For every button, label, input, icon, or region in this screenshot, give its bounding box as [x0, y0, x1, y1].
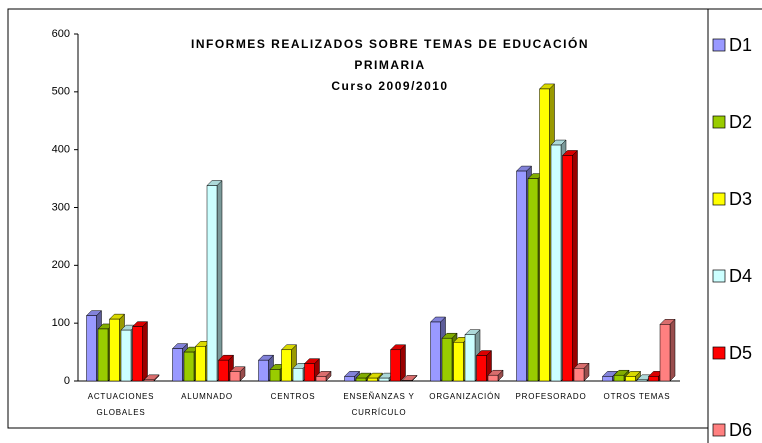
bar [218, 359, 229, 382]
bar [390, 349, 401, 382]
bar [625, 376, 636, 382]
bar [401, 380, 413, 382]
bar [648, 376, 659, 382]
legend-swatch [712, 269, 726, 283]
bar [120, 329, 132, 382]
y-tick-label: 500 [52, 86, 70, 98]
title-line: PRIMARIA [354, 58, 425, 72]
bar [97, 328, 109, 382]
x-tick-label: CENTROS [270, 392, 316, 401]
x-tick-label: ACTUACIONES GLOBALES [87, 392, 155, 417]
x-tick-label: ENSEÑANZAS Y CURRÍCULO [343, 392, 415, 417]
bar [143, 379, 155, 382]
bar [487, 374, 499, 382]
bar [441, 337, 453, 382]
bar [476, 355, 487, 382]
legend-box [707, 8, 762, 443]
y-tick-label: 0 [64, 375, 70, 387]
bar-side [216, 179, 223, 382]
bar [304, 363, 315, 382]
bar [573, 368, 585, 382]
bar-side [572, 149, 578, 382]
bar [258, 359, 269, 382]
bar [86, 315, 97, 382]
chart-subtitle: Curso 2009/2010 [331, 79, 448, 93]
bar [292, 368, 304, 382]
x-tick-label: PROFESORADO [515, 392, 587, 401]
bar [109, 318, 120, 382]
bar [183, 351, 195, 382]
legend-label: D6 [729, 420, 752, 440]
bar [613, 374, 625, 382]
legend-swatch [712, 192, 726, 206]
bar [132, 326, 143, 382]
bar [539, 88, 550, 382]
bar [269, 369, 281, 382]
bar-side [142, 321, 148, 382]
bar [516, 170, 527, 382]
y-tick-label: 200 [52, 259, 70, 271]
x-tick-label: OTROS TEMAS [603, 392, 671, 401]
legend-swatch [712, 423, 726, 437]
legend-swatch [712, 346, 726, 360]
bar [229, 371, 241, 382]
bar [281, 349, 292, 382]
y-tick-label: 300 [52, 201, 70, 213]
y-tick-label: 600 [52, 28, 70, 40]
x-tick-label: ORGANIZACIÓN [429, 392, 501, 401]
legend-label: D5 [729, 343, 752, 363]
bar [367, 377, 378, 382]
bar [550, 144, 562, 382]
bar [659, 324, 671, 382]
y-tick-label: 400 [52, 144, 70, 156]
bar [206, 185, 218, 382]
bar [378, 377, 390, 382]
legend-label: D2 [729, 112, 752, 132]
legend-label: D3 [729, 189, 752, 209]
bar [527, 178, 539, 382]
legend-label: D4 [729, 266, 752, 286]
bar [430, 321, 441, 382]
bar [562, 155, 573, 382]
bar [344, 376, 355, 382]
bar [172, 348, 183, 382]
bar [453, 342, 464, 382]
bar-side [669, 318, 676, 382]
x-tick-label: ALUMNADO [181, 392, 233, 401]
legend-swatch [712, 115, 726, 129]
bar [315, 376, 327, 382]
bar [602, 376, 613, 382]
y-tick-label: 100 [52, 317, 70, 329]
legend-label: D1 [729, 35, 752, 55]
legend-swatch [712, 38, 726, 52]
bar [195, 346, 206, 382]
bar-side [400, 344, 406, 382]
bar [464, 334, 476, 382]
bar [355, 377, 367, 382]
bar [636, 379, 648, 382]
chart-title: INFORMES REALIZADOS SOBRE TEMAS DE EDUCA… [191, 36, 589, 72]
title-line: INFORMES REALIZADOS SOBRE TEMAS DE EDUCA… [191, 36, 589, 51]
